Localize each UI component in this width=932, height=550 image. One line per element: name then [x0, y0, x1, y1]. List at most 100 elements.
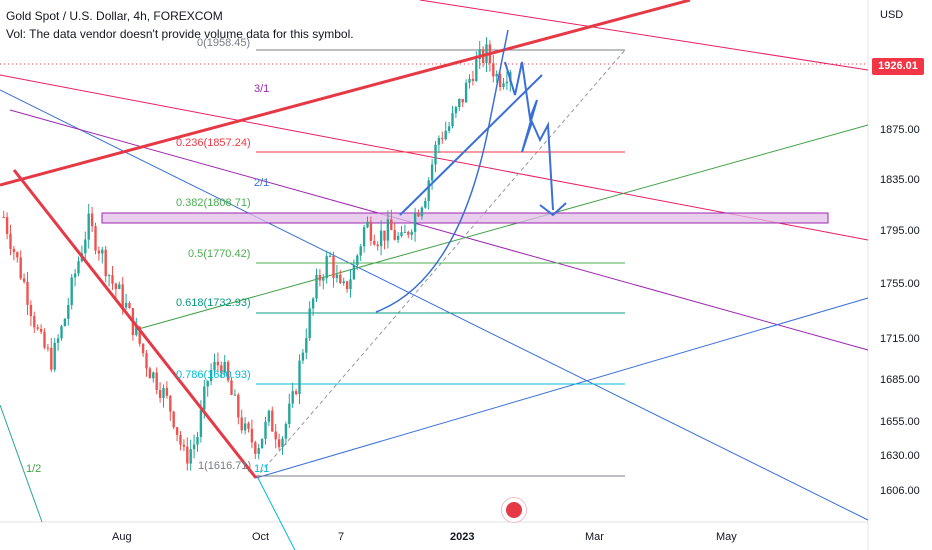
- candle-body: [437, 138, 441, 145]
- candle-body: [305, 338, 308, 353]
- candle-body: [203, 386, 206, 410]
- candle-body: [22, 278, 26, 282]
- candle-body: [356, 255, 359, 265]
- gann-label-1-2: 1/2: [26, 463, 41, 475]
- candle-body: [179, 435, 182, 445]
- candle-body: [29, 304, 33, 317]
- candle-body: [2, 216, 5, 218]
- fib-label-05: 0.5(1770.42): [188, 248, 250, 260]
- candle-body: [90, 213, 94, 227]
- candle-body: [424, 201, 427, 208]
- candle-body: [430, 164, 434, 181]
- candle-body: [349, 279, 352, 290]
- x-tick-may: May: [716, 531, 737, 543]
- last-price-tag: 1926.01: [872, 58, 924, 75]
- y-tick-1795: 1795.00: [880, 225, 920, 237]
- candle-body: [308, 308, 311, 339]
- candle-body: [271, 410, 274, 432]
- candle-body: [379, 230, 383, 247]
- fib-label-0382: 0.382(1808.71): [176, 197, 251, 209]
- candle-body: [46, 347, 50, 349]
- candle-body: [298, 360, 301, 395]
- candle-body: [400, 232, 403, 236]
- candle-body: [226, 361, 230, 381]
- candle-body: [420, 207, 424, 217]
- candle-body: [427, 180, 430, 202]
- candle-body: [50, 347, 53, 370]
- candle-body: [43, 331, 46, 348]
- candle-body: [56, 338, 60, 343]
- candle-body: [413, 213, 417, 232]
- candle-body: [240, 417, 243, 431]
- candle-body: [213, 361, 216, 371]
- candle-body: [301, 352, 305, 361]
- tradingview-logo-icon[interactable]: [501, 497, 527, 523]
- candle-body: [492, 63, 495, 77]
- y-tick-1685: 1685.00: [880, 374, 920, 386]
- symbol-title[interactable]: Gold Spot / U.S. Dollar, 4h, FOREXCOM: [6, 9, 223, 23]
- gann-label-3-1: 3/1: [254, 83, 269, 95]
- candle-body: [16, 252, 19, 258]
- candle-body: [359, 246, 362, 256]
- candle-body: [362, 227, 366, 247]
- candle-body: [199, 409, 203, 437]
- fib-label-0: 0(1958.45): [197, 37, 250, 49]
- volume-note: Vol: The data vendor doesn't provide vol…: [6, 27, 354, 41]
- x-axis[interactable]: Aug Oct 7 2023 Mar May: [112, 531, 737, 543]
- candle-body: [495, 73, 498, 77]
- overlay-layer: [0, 0, 691, 479]
- candle-body: [94, 226, 97, 251]
- candle-body: [366, 221, 369, 228]
- gann-label-2-1: 2/1: [254, 177, 269, 189]
- candle-body: [315, 274, 318, 299]
- candle-body: [101, 249, 104, 254]
- y-axis[interactable]: 1875.00 1835.00 1795.00 1755.00 1715.00 …: [880, 124, 920, 497]
- candle-body: [393, 230, 396, 240]
- candle-body: [264, 421, 267, 439]
- support-zone-rect: [101, 212, 829, 224]
- candle-body: [233, 394, 237, 396]
- candle-body: [36, 327, 39, 329]
- y-tick-1875: 1875.00: [880, 124, 920, 136]
- candle-body: [376, 244, 379, 247]
- candle-body: [73, 273, 77, 278]
- gann-labels: 3/1 2/1 1/1 1/2: [26, 83, 269, 475]
- candle-body: [284, 424, 288, 439]
- candle-body: [342, 281, 345, 284]
- candle-body: [451, 113, 454, 127]
- candle-body: [209, 370, 213, 382]
- blue-channel-line: [399, 74, 543, 216]
- candle-body: [172, 411, 175, 428]
- candle-body: [152, 372, 155, 379]
- candle-body: [124, 302, 128, 308]
- candle-body: [260, 438, 264, 449]
- candle-body: [267, 410, 271, 422]
- candle-body: [175, 427, 179, 436]
- fib-label-1: 1(1616.71): [198, 460, 251, 472]
- candle-body: [328, 255, 332, 257]
- candle-body: [114, 283, 118, 289]
- candle-body: [373, 240, 376, 245]
- candle-body: [107, 275, 111, 277]
- candle-body: [475, 59, 478, 81]
- candle-body: [39, 328, 43, 332]
- candle-body: [332, 255, 335, 279]
- candle-body: [169, 395, 172, 412]
- candle-body: [434, 144, 437, 165]
- y-tick-1606: 1606.00: [880, 485, 920, 497]
- plot-area[interactable]: [0, 0, 868, 522]
- candle-body: [162, 387, 165, 398]
- candle-body: [12, 248, 16, 253]
- candle-body: [118, 284, 121, 289]
- candle-body: [444, 130, 447, 140]
- candle-body: [250, 428, 254, 443]
- gann-1-2-line: [0, 404, 43, 523]
- candle-body: [128, 302, 131, 309]
- candle-body: [196, 436, 199, 445]
- y-tick-1630: 1630.00: [880, 450, 920, 462]
- candle-body: [410, 231, 413, 235]
- candle-body: [396, 235, 400, 240]
- candle-body: [345, 281, 349, 290]
- candle-body: [311, 298, 315, 309]
